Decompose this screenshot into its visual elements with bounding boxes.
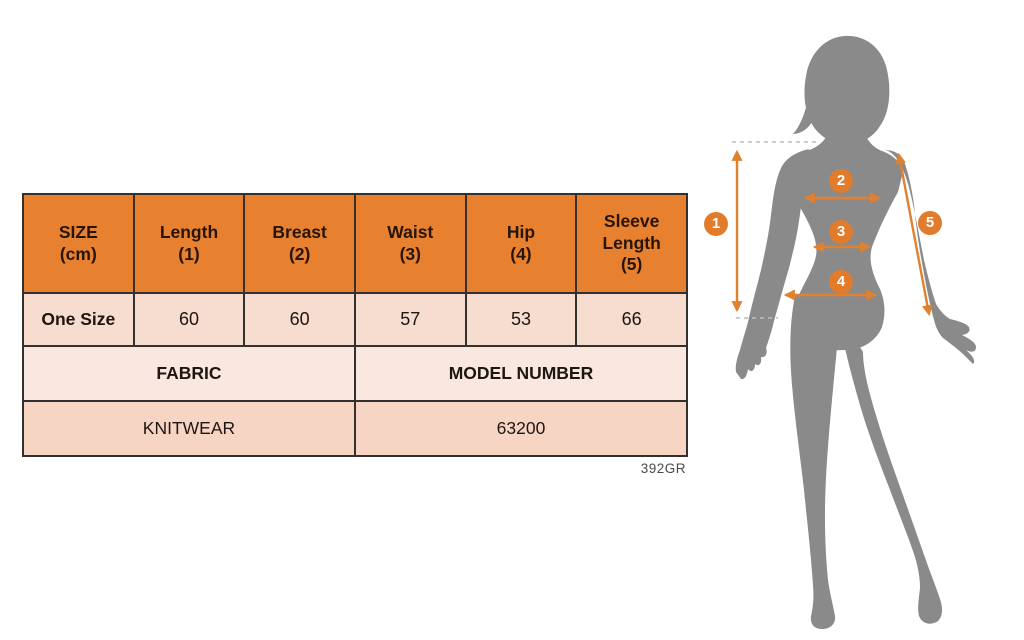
- col-header-waist: Waist (3): [353, 193, 467, 294]
- female-silhouette: [735, 35, 976, 629]
- silhouette-right-arm: [885, 150, 976, 364]
- measure-badge-5-sleeve: 5: [918, 211, 942, 235]
- model-number-value-cell: 63200: [353, 400, 689, 457]
- fabric-label-cell: FABRIC: [22, 345, 356, 402]
- length-value-cell: 60: [132, 292, 246, 347]
- silhouette-left-arm: [735, 149, 809, 380]
- breast-value-cell: 60: [243, 292, 356, 347]
- col-header-hip: Hip (4): [464, 193, 578, 294]
- table-header-row: SIZE (cm) Length (1) Breast (2) Waist (3…: [22, 193, 688, 294]
- size-name-cell: One Size: [22, 292, 135, 347]
- silhouette-hair-strand: [793, 100, 814, 134]
- measurement-arrows: [731, 149, 933, 317]
- guide-lines: [732, 141, 818, 319]
- measure-badge-4-hip: 4: [829, 270, 853, 294]
- measure-badge-1-length: 1: [704, 212, 728, 236]
- col-header-breast: Breast (2): [243, 193, 356, 294]
- col-header-length: Length (1): [132, 193, 246, 294]
- material-values-row: KNITWEAR 63200: [22, 400, 689, 457]
- sleeve-length-arrow: [895, 152, 933, 317]
- size-table: SIZE (cm) Length (1) Breast (2) Waist (3…: [22, 193, 689, 457]
- weight-code-label: 392GR: [640, 461, 686, 476]
- silhouette-hair: [804, 35, 890, 145]
- waist-value-cell: 57: [353, 292, 467, 347]
- measure-badge-2-breast: 2: [829, 169, 853, 193]
- fabric-header-row: FABRIC MODEL NUMBER: [22, 345, 689, 402]
- female-silhouette-diagram: [731, 35, 976, 629]
- col-header-size: SIZE (cm): [22, 193, 135, 294]
- col-header-sleeve-length: Sleeve Length (5): [575, 193, 688, 294]
- silhouette-left-leg: [790, 296, 838, 629]
- model-number-label-cell: MODEL NUMBER: [353, 345, 689, 402]
- sleeve-length-value-cell: 66: [575, 292, 688, 347]
- silhouette-right-leg: [845, 344, 943, 624]
- measure-badge-3-waist: 3: [829, 220, 853, 244]
- hip-value-cell: 53: [464, 292, 578, 347]
- fabric-value-cell: KNITWEAR: [22, 400, 356, 457]
- size-values-row: One Size 60 60 57 53 66: [22, 292, 688, 347]
